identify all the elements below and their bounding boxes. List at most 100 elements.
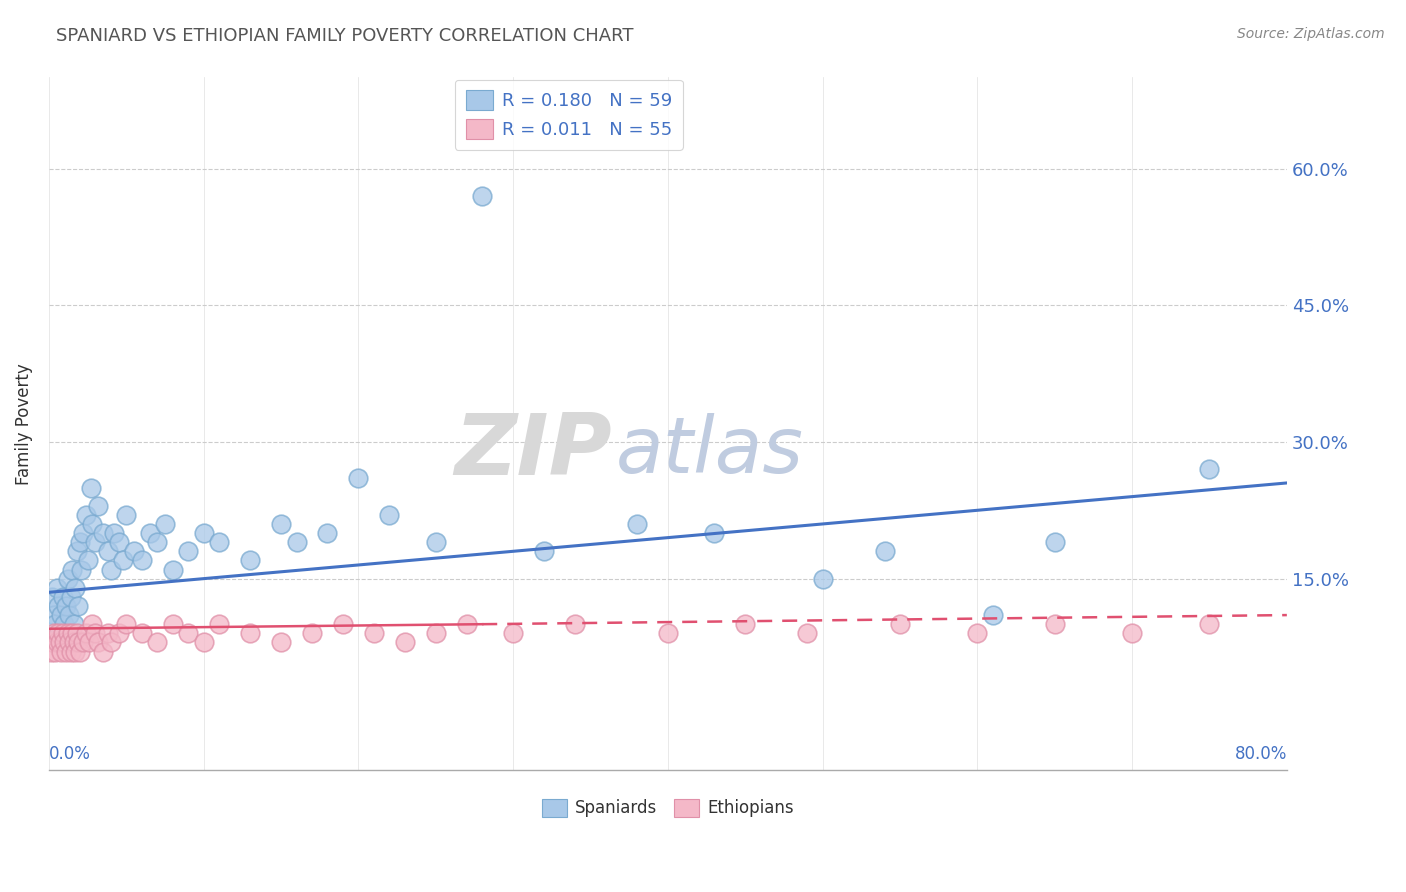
Point xyxy=(301,626,323,640)
Point xyxy=(162,617,184,632)
Legend: Spaniards, Ethiopians: Spaniards, Ethiopians xyxy=(536,792,800,824)
Point xyxy=(52,590,75,604)
Point xyxy=(45,635,67,649)
Point xyxy=(66,626,89,640)
Point xyxy=(564,617,586,632)
Point xyxy=(82,516,104,531)
Point xyxy=(49,626,72,640)
Point xyxy=(193,526,215,541)
Point xyxy=(67,635,90,649)
Point xyxy=(122,544,145,558)
Point xyxy=(107,626,129,640)
Point xyxy=(70,562,93,576)
Point xyxy=(53,635,76,649)
Point xyxy=(51,644,73,658)
Point xyxy=(239,626,262,640)
Point xyxy=(138,526,160,541)
Point xyxy=(72,635,94,649)
Point xyxy=(55,644,77,658)
Point xyxy=(69,535,91,549)
Point xyxy=(394,635,416,649)
Point xyxy=(131,553,153,567)
Point xyxy=(115,617,138,632)
Point xyxy=(533,544,555,558)
Point xyxy=(626,516,648,531)
Point xyxy=(115,508,138,522)
Point xyxy=(456,617,478,632)
Point xyxy=(62,635,84,649)
Point xyxy=(42,626,65,640)
Point xyxy=(471,189,494,203)
Point xyxy=(45,581,67,595)
Point xyxy=(82,617,104,632)
Point xyxy=(46,599,69,613)
Point xyxy=(873,544,896,558)
Point xyxy=(1043,617,1066,632)
Point xyxy=(193,635,215,649)
Point xyxy=(60,562,83,576)
Point xyxy=(208,617,231,632)
Text: Source: ZipAtlas.com: Source: ZipAtlas.com xyxy=(1237,27,1385,41)
Point xyxy=(966,626,988,640)
Point xyxy=(1043,535,1066,549)
Point xyxy=(1198,462,1220,476)
Point xyxy=(72,526,94,541)
Point xyxy=(59,644,82,658)
Point xyxy=(58,635,80,649)
Point xyxy=(65,644,87,658)
Point xyxy=(59,590,82,604)
Point xyxy=(332,617,354,632)
Point xyxy=(177,626,200,640)
Point xyxy=(58,608,80,623)
Point xyxy=(49,635,72,649)
Point xyxy=(239,553,262,567)
Point xyxy=(153,516,176,531)
Text: SPANIARD VS ETHIOPIAN FAMILY POVERTY CORRELATION CHART: SPANIARD VS ETHIOPIAN FAMILY POVERTY COR… xyxy=(56,27,634,45)
Point xyxy=(112,553,135,567)
Point xyxy=(97,544,120,558)
Text: 0.0%: 0.0% xyxy=(49,746,91,764)
Point xyxy=(97,626,120,640)
Point xyxy=(657,626,679,640)
Point xyxy=(734,617,756,632)
Point xyxy=(62,617,84,632)
Point xyxy=(177,544,200,558)
Point xyxy=(91,644,114,658)
Point xyxy=(425,535,447,549)
Point xyxy=(76,553,98,567)
Point xyxy=(44,617,66,632)
Point xyxy=(363,626,385,640)
Point xyxy=(1198,617,1220,632)
Point xyxy=(52,626,75,640)
Point xyxy=(55,599,77,613)
Point xyxy=(316,526,339,541)
Point xyxy=(56,626,79,640)
Point xyxy=(796,626,818,640)
Point xyxy=(87,635,110,649)
Point xyxy=(42,608,65,623)
Point xyxy=(502,626,524,640)
Point xyxy=(56,572,79,586)
Point xyxy=(41,635,63,649)
Point xyxy=(46,626,69,640)
Y-axis label: Family Poverty: Family Poverty xyxy=(15,363,32,484)
Point xyxy=(75,508,97,522)
Point xyxy=(100,635,122,649)
Point xyxy=(811,572,834,586)
Point xyxy=(77,635,100,649)
Point xyxy=(285,535,308,549)
Point xyxy=(981,608,1004,623)
Point xyxy=(91,526,114,541)
Point xyxy=(107,535,129,549)
Point xyxy=(146,635,169,649)
Point xyxy=(44,644,66,658)
Point xyxy=(87,499,110,513)
Point xyxy=(103,526,125,541)
Point xyxy=(146,535,169,549)
Point xyxy=(347,471,370,485)
Point xyxy=(67,599,90,613)
Point xyxy=(39,644,62,658)
Point xyxy=(889,617,911,632)
Point xyxy=(69,644,91,658)
Point xyxy=(270,516,292,531)
